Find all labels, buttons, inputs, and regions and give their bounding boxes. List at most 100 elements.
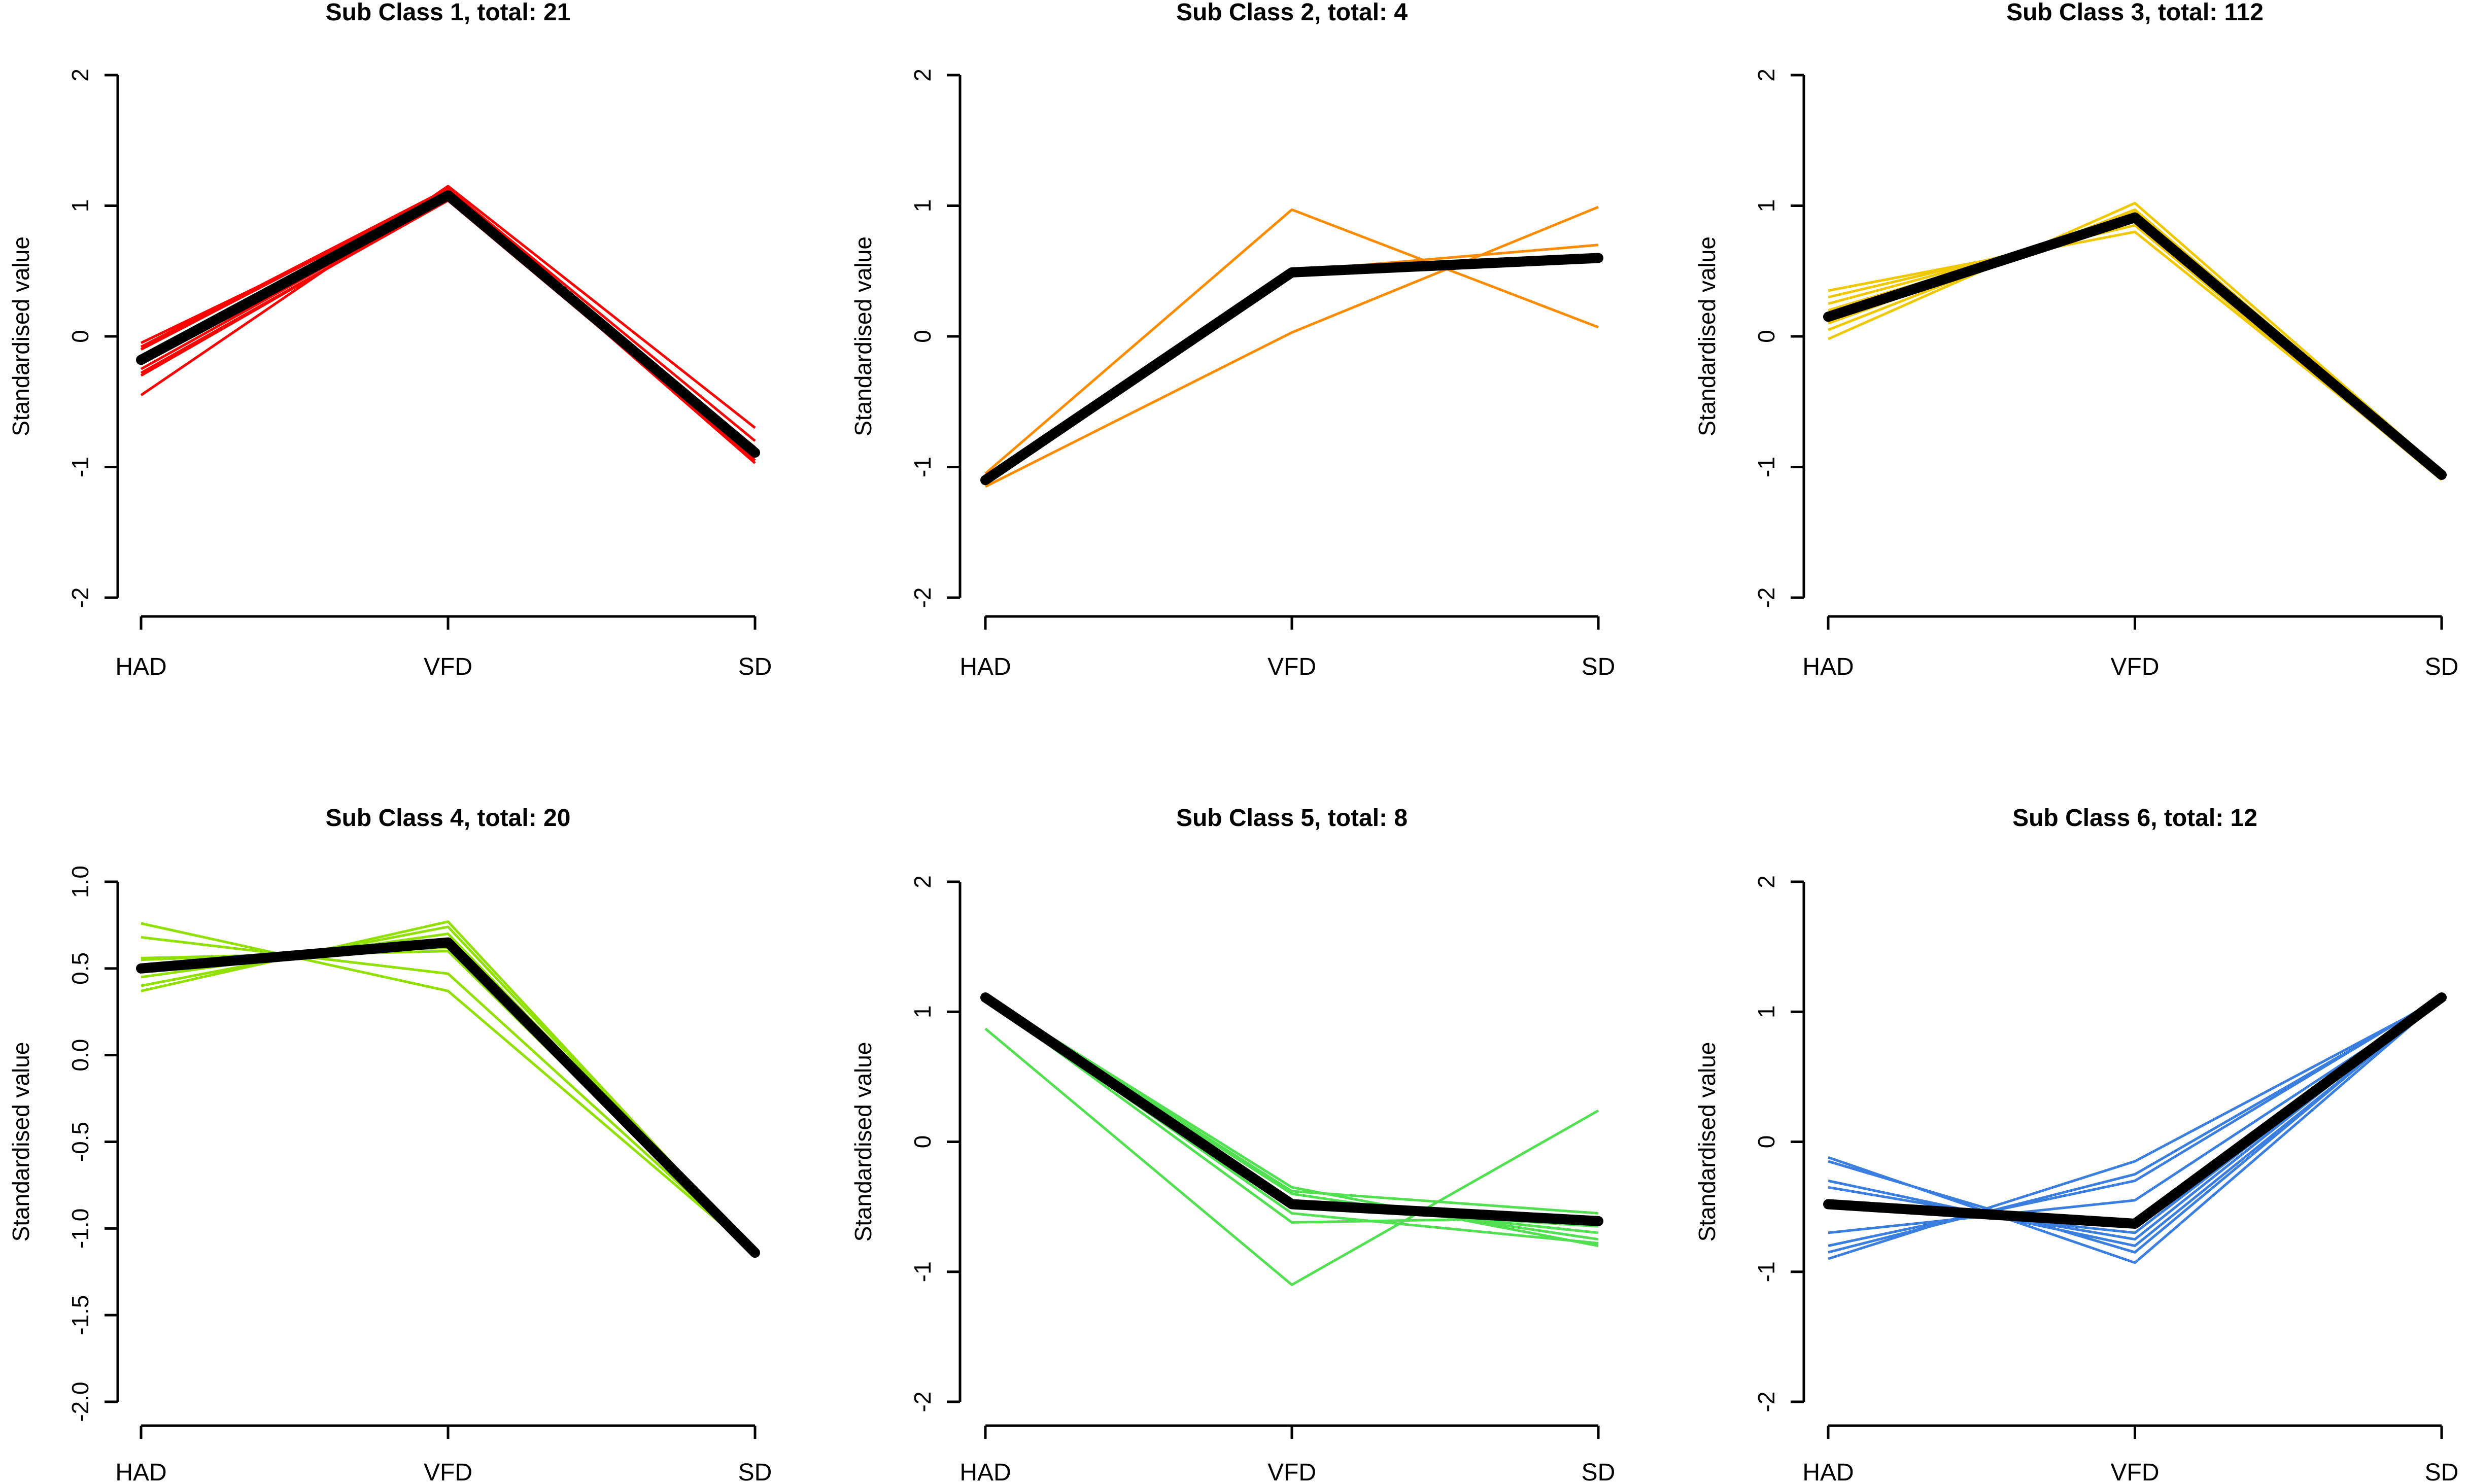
y-axis-label: Standardised value	[850, 236, 876, 436]
y-tick-label: 2	[1753, 68, 1779, 82]
y-tick-label: 2	[67, 68, 93, 82]
series-line-member-1	[140, 185, 756, 429]
series-line-member-2	[141, 936, 756, 1254]
series-line-member-6	[141, 925, 756, 1254]
y-tick-label: -2	[1753, 1392, 1779, 1412]
series-line-member-6	[1828, 997, 2443, 1234]
y-tick-label: 0.0	[67, 1039, 93, 1072]
y-tick-label: 2	[1753, 875, 1779, 888]
x-tick-label: SD	[738, 653, 772, 680]
series-line-member-2	[984, 997, 1599, 1224]
series-line-member-9	[140, 199, 756, 459]
y-tick-label: -0.5	[67, 1122, 93, 1162]
mean-line	[980, 992, 1603, 1226]
panel-title: Sub Class 6, total: 12	[2012, 805, 2257, 832]
y-tick-label: -1	[909, 457, 936, 477]
x-tick-label: HAD	[1802, 653, 1854, 680]
x-tick-label: VFD	[2111, 1459, 2160, 1484]
y-tick-label: 2	[909, 68, 936, 82]
panel-5: Sub Class 5, total: 8 -2 -1 0 1 2 Standardised…	[850, 805, 1615, 1484]
panel-2: Sub Class 2, total: 4 -2 -1 0 1 2 Standardised…	[850, 0, 1615, 680]
y-tick-label: -1	[1753, 457, 1779, 477]
panel-6: Sub Class 6, total: 12 -2 -1 0 1 2 Standardise…	[1694, 805, 2458, 1484]
series-line-member-1	[984, 208, 1599, 475]
x-tick-label: HAD	[1802, 1459, 1854, 1484]
series-line-member-1	[1828, 230, 2443, 479]
series-line-member-5	[1828, 208, 2443, 473]
y-tick-label: 1	[67, 199, 93, 213]
panel-title: Sub Class 2, total: 4	[1176, 0, 1408, 26]
series-line-member-3	[984, 244, 1599, 479]
series-line-member-2	[984, 205, 1599, 488]
series-line-member-4	[1828, 995, 2443, 1241]
y-tick-label: 1	[1753, 1005, 1779, 1018]
x-tick-label: HAD	[960, 1459, 1011, 1484]
x-tick-label: VFD	[424, 1459, 472, 1484]
mean-line	[980, 253, 1603, 486]
y-tick-label: -1	[1753, 1261, 1779, 1282]
series-line-member-3	[1828, 997, 2443, 1247]
x-tick-label: VFD	[424, 653, 472, 680]
series-line-member-8	[141, 946, 756, 1254]
series-line-member-3	[1828, 220, 2443, 476]
y-axis-label: Standardised value	[1694, 1042, 1720, 1242]
y-tick-label: 0	[909, 330, 936, 343]
series-line-member-5	[984, 997, 1599, 1234]
mean-line	[1823, 212, 2447, 480]
mean-line	[136, 190, 760, 458]
series-line-member-8	[140, 187, 756, 442]
panel-4: Sub Class 4, total: 20 -2.0 -1.5 -1.0 -0.5 0.…	[8, 805, 772, 1484]
y-tick-label: 1	[1753, 199, 1779, 213]
series-line-member-6	[1827, 201, 2443, 472]
panel-title: Sub Class 5, total: 8	[1176, 805, 1408, 832]
y-tick-label: 2	[909, 875, 936, 888]
y-tick-label: -2	[909, 588, 936, 608]
series-line-member-2	[1828, 224, 2443, 481]
panel-title: Sub Class 3, total: 112	[2006, 0, 2264, 26]
y-tick-label: 1	[909, 1005, 936, 1018]
series-line-member-8	[1828, 217, 2443, 480]
y-axis-label: Standardised value	[850, 1042, 876, 1242]
x-tick-label: SD	[2425, 653, 2459, 680]
series-line-member-7	[1828, 211, 2443, 477]
x-tick-label: SD	[1582, 1459, 1616, 1484]
series-line-member-3	[141, 950, 756, 1254]
series-line-member-4	[141, 941, 756, 1254]
series-line-member-2	[140, 194, 756, 464]
y-tick-label: 0	[1753, 330, 1779, 343]
x-tick-label: VFD	[1267, 1459, 1316, 1484]
y-tick-label: -1.5	[67, 1295, 93, 1335]
series-line-member-6	[140, 196, 756, 453]
series-line-member-3	[140, 189, 756, 462]
series-line-member-1	[984, 1027, 1599, 1286]
x-tick-label: HAD	[115, 1459, 166, 1484]
panel-1: Sub Class 1, total: 21 -2 -1 0 1 2 Standardise…	[8, 0, 772, 680]
y-tick-label: 0	[67, 330, 93, 343]
y-tick-label: -1	[909, 1261, 936, 1282]
y-axis-label: Standardised value	[8, 1042, 34, 1242]
x-tick-label: HAD	[960, 653, 1011, 680]
panel-3: Sub Class 3, total: 112 -2 -1 0 1 2 Standardis…	[1694, 0, 2458, 680]
y-tick-label: 0	[909, 1135, 936, 1149]
x-tick-label: SD	[1582, 653, 1616, 680]
mean-line	[1823, 992, 2447, 1229]
y-tick-label: -2	[67, 588, 93, 608]
y-axis-label: Standardised value	[1694, 236, 1720, 436]
y-axis-label: Standardised value	[8, 236, 34, 436]
mean-line	[136, 937, 760, 1258]
y-tick-label: 1	[909, 199, 936, 213]
y-tick-label: 1.0	[67, 866, 93, 898]
series-line-member-4	[140, 191, 756, 458]
series-line-member-3	[984, 995, 1599, 1247]
y-tick-label: -1	[67, 457, 93, 477]
series-line-member-7	[140, 198, 756, 448]
y-tick-label: -1.0	[67, 1209, 93, 1249]
x-tick-label: VFD	[2111, 653, 2160, 680]
y-tick-label: 0	[1753, 1135, 1779, 1149]
x-tick-label: VFD	[1267, 653, 1316, 680]
series-line-member-9	[1828, 997, 2443, 1260]
y-tick-label: -2	[909, 1392, 936, 1412]
series-line-member-4	[1828, 215, 2443, 475]
series-line-member-1	[141, 922, 756, 1254]
